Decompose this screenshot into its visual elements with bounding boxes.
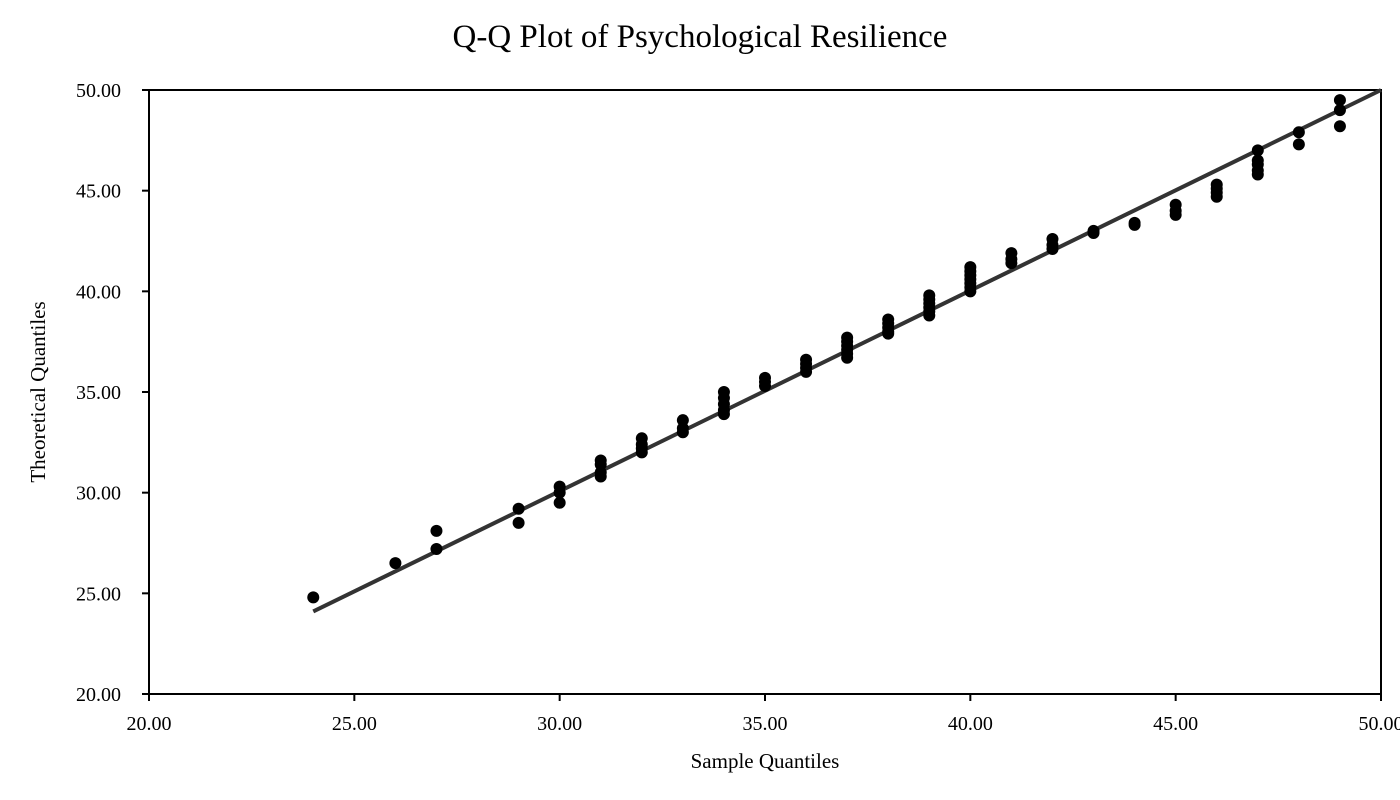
data-point: [553, 496, 566, 509]
y-tick-label: 45.00: [76, 181, 121, 203]
data-point: [1128, 216, 1141, 229]
data-point: [307, 591, 320, 604]
y-tick-label: 30.00: [76, 483, 121, 505]
data-point: [1333, 104, 1346, 117]
data-point: [882, 313, 895, 326]
y-tick-label: 35.00: [76, 382, 121, 404]
x-axis-label: Sample Quantiles: [691, 749, 840, 773]
data-point: [1333, 94, 1346, 107]
data-point: [1005, 247, 1018, 260]
data-point: [923, 289, 936, 302]
x-tick-label: 25.00: [332, 713, 377, 735]
data-points: [307, 94, 1346, 604]
x-axis-ticks: 20.00 25.00 30.00 35.00 40.00 45.00 50.00: [127, 694, 1400, 735]
data-point: [1292, 126, 1305, 139]
data-point: [1210, 178, 1223, 191]
chart-title: Q-Q Plot of Psychological Resilience: [453, 19, 948, 55]
data-point: [635, 432, 648, 445]
x-tick-label: 20.00: [127, 713, 172, 735]
y-tick-label: 25.00: [76, 583, 121, 605]
data-point: [717, 386, 730, 398]
data-point: [430, 543, 443, 556]
x-tick-label: 50.00: [1359, 713, 1400, 735]
plot-frame: [148, 89, 1382, 695]
data-point: [964, 261, 977, 274]
y-tick-label: 50.00: [76, 80, 121, 102]
data-point: [1169, 198, 1182, 211]
data-point: [1251, 154, 1264, 167]
data-point: [594, 454, 607, 467]
data-point: [800, 353, 813, 366]
data-point: [1292, 138, 1305, 151]
y-tick-label: 20.00: [76, 684, 121, 706]
data-point: [1333, 120, 1346, 133]
data-point: [512, 502, 525, 515]
data-point: [759, 371, 771, 384]
y-axis-label: Theoretical Quantiles: [26, 301, 50, 482]
x-tick-label: 45.00: [1153, 713, 1198, 735]
data-point: [1087, 224, 1100, 237]
y-axis-ticks: 20.00 25.00 30.00 35.00 40.00 45.00 50.00: [76, 80, 149, 706]
x-tick-label: 35.00: [743, 713, 788, 735]
data-point: [841, 331, 854, 344]
data-point: [553, 480, 566, 493]
data-point: [676, 414, 689, 427]
data-point: [430, 524, 443, 537]
x-tick-label: 40.00: [948, 713, 993, 735]
data-point: [1046, 232, 1059, 245]
x-tick-label: 30.00: [537, 713, 582, 735]
data-point: [1251, 144, 1264, 157]
data-point: [389, 557, 402, 570]
y-tick-label: 40.00: [76, 281, 121, 303]
data-point: [512, 516, 525, 529]
